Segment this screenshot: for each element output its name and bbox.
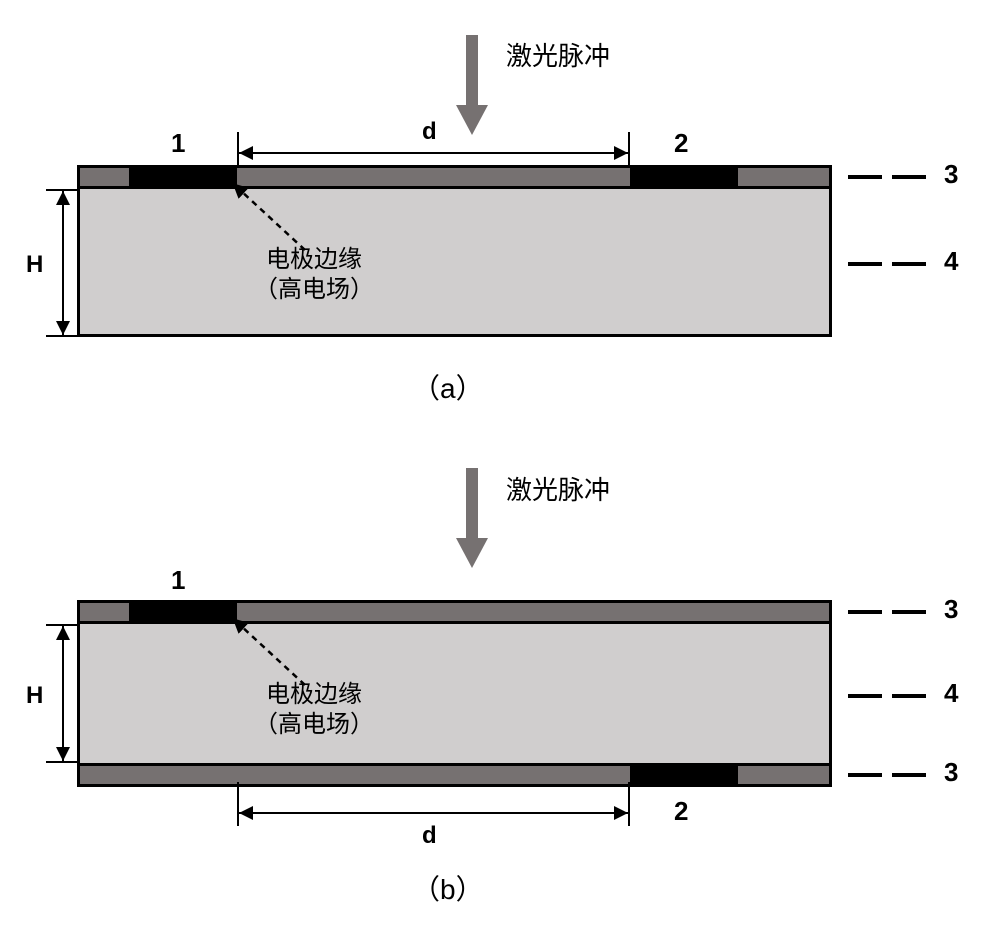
d-label-b: d <box>422 822 437 850</box>
d-dimension-a: d <box>237 140 630 165</box>
electrode-bottom-b <box>630 766 738 784</box>
num-1-b: 1 <box>171 565 185 596</box>
h-label-a: H <box>26 251 43 279</box>
num-3-a: 3 <box>944 159 958 190</box>
laser-label-b: 激光脉冲 <box>506 470 610 507</box>
num-4-a: 4 <box>944 246 958 277</box>
laser-label-a: 激光脉冲 <box>506 36 610 73</box>
annotation-label-a: 电极边缘 （高电场） <box>254 245 374 305</box>
figure-b: 1 激光脉冲 H 电极边缘 （高电场） d <box>0 430 1000 942</box>
num-1-a: 1 <box>171 128 185 159</box>
num-2-a: 2 <box>674 128 688 159</box>
num-3top-b: 3 <box>944 594 958 625</box>
electrode-right-a <box>630 168 738 186</box>
caption-b: （b） <box>412 868 484 908</box>
figure-a: 1 2 d 激光脉冲 H 电极边缘 （高电场） <box>0 0 1000 430</box>
h-label-b: H <box>26 682 43 710</box>
d-dimension-b: d <box>237 800 630 825</box>
num-3bot-b: 3 <box>944 757 958 788</box>
substrate-a <box>77 189 832 337</box>
caption-a: （a） <box>412 367 484 407</box>
num-4-b: 4 <box>944 678 958 709</box>
substrate-b <box>77 624 832 763</box>
d-label-a: d <box>422 118 437 146</box>
num-2-b: 2 <box>674 796 688 827</box>
annotation-label-b: 电极边缘 （高电场） <box>254 680 374 740</box>
